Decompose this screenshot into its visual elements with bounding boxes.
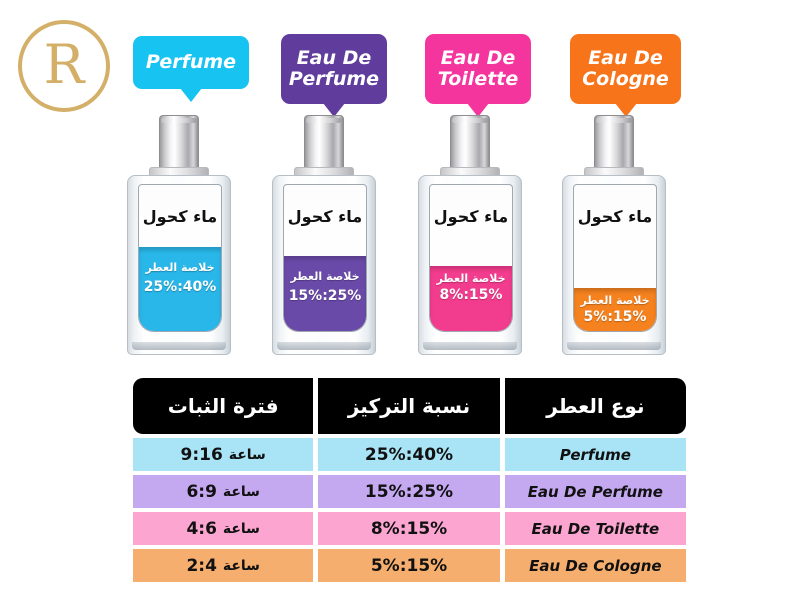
bottle-eau-de-toilette: ماء كحول خلاصة العطر 8%:15% (418, 115, 522, 355)
cell-type: Perfume (504, 438, 686, 471)
callout-eau-de-toilette: Eau De Toilette (425, 34, 531, 104)
callout-eau-de-perfume: Eau De Perfume (281, 34, 387, 104)
bottle-liquid: خلاصة العطر 25%:40% (139, 247, 221, 331)
bottle-cap-icon (450, 115, 490, 171)
cell-concentration: 25%:40% (318, 438, 500, 471)
essence-percent: 25%:40% (143, 279, 217, 296)
essence-percent: 5%:15% (583, 309, 647, 326)
bottle-inner: ماء كحول خلاصة العطر 25%:40% (138, 184, 222, 332)
callout-label: Perfume (145, 51, 237, 74)
duration-unit: ساعة (222, 520, 260, 537)
table-header-row: فترة الثبات نسبة التركيز نوع العطر (133, 378, 686, 434)
cell-type: Eau De Cologne (504, 549, 686, 582)
bottle-cap-icon (159, 115, 199, 171)
duration-value: 6:9 (186, 481, 217, 502)
bottle-cap-icon (594, 115, 634, 171)
cell-type: Eau De Toilette (504, 512, 686, 545)
essence-label: خلاصة العطر (436, 272, 506, 286)
cell-type: Eau De Perfume (504, 475, 686, 508)
essence-percent: 15%:25% (288, 288, 362, 305)
callout-eau-de-cologne: Eau De Cologne (570, 34, 681, 104)
alcohol-label: ماء كحول (433, 207, 509, 226)
bottle-body: ماء كحول خلاصة العطر 15%:25% (272, 175, 376, 355)
table-row: ساعة 6:9 15%:25% Eau De Perfume (133, 475, 686, 508)
bottle-eau-de-perfume: ماء كحول خلاصة العطر 15%:25% (272, 115, 376, 355)
duration-unit: ساعة (222, 483, 260, 500)
bottle-inner: ماء كحول خلاصة العطر 5%:15% (573, 184, 657, 332)
bottle-body: ماء كحول خلاصة العطر 8%:15% (418, 175, 522, 355)
bottle-liquid: خلاصة العطر 8%:15% (430, 266, 512, 331)
table-row: ساعة 9:16 25%:40% Perfume (133, 438, 686, 471)
callout-label: Eau De Toilette (437, 47, 519, 90)
bottle-inner: ماء كحول خلاصة العطر 8%:15% (429, 184, 513, 332)
alcohol-label: ماء كحول (287, 207, 363, 226)
brand-logo: R (18, 20, 110, 112)
cell-duration: ساعة 4:6 (133, 512, 314, 545)
callout-perfume: Perfume (133, 36, 249, 89)
essence-label: خلاصة العطر (290, 270, 360, 284)
duration-unit: ساعة (228, 446, 266, 463)
header-concentration: نسبة التركيز (318, 378, 500, 434)
bottle-perfume: ماء كحول خلاصة العطر 25%:40% (127, 115, 231, 355)
alcohol-label: ماء كحول (142, 207, 218, 226)
duration-value: 9:16 (180, 444, 223, 465)
bottle-eau-de-cologne: ماء كحول خلاصة العطر 5%:15% (562, 115, 666, 355)
cell-concentration: 5%:15% (318, 549, 500, 582)
cell-concentration: 15%:25% (318, 475, 500, 508)
bottle-body: ماء كحول خلاصة العطر 5%:15% (562, 175, 666, 355)
bottle-body: ماء كحول خلاصة العطر 25%:40% (127, 175, 231, 355)
cell-concentration: 8%:15% (318, 512, 500, 545)
callout-label: Eau De Perfume (288, 47, 380, 90)
duration-value: 2:4 (186, 555, 217, 576)
cell-duration: ساعة 6:9 (133, 475, 314, 508)
cell-duration: ساعة 9:16 (133, 438, 314, 471)
callout-label: Eau De Cologne (582, 47, 669, 90)
table-row: ساعة 2:4 5%:15% Eau De Cologne (133, 549, 686, 582)
header-type: نوع العطر (504, 378, 686, 434)
duration-value: 4:6 (186, 518, 217, 539)
alcohol-label: ماء كحول (577, 207, 653, 226)
header-duration: فترة الثبات (133, 378, 314, 434)
brand-logo-letter: R (43, 32, 85, 96)
bottle-cap-icon (304, 115, 344, 171)
bottle-liquid: خلاصة العطر 5%:15% (574, 288, 656, 331)
duration-unit: ساعة (222, 557, 260, 574)
bottle-inner: ماء كحول خلاصة العطر 15%:25% (283, 184, 367, 332)
essence-label: خلاصة العطر (145, 261, 215, 275)
comparison-table: فترة الثبات نسبة التركيز نوع العطر ساعة … (133, 378, 686, 586)
bottle-liquid: خلاصة العطر 15%:25% (284, 256, 366, 331)
essence-label: خلاصة العطر (580, 294, 650, 308)
table-row: ساعة 4:6 8%:15% Eau De Toilette (133, 512, 686, 545)
cell-duration: ساعة 2:4 (133, 549, 314, 582)
essence-percent: 8%:15% (439, 287, 503, 304)
